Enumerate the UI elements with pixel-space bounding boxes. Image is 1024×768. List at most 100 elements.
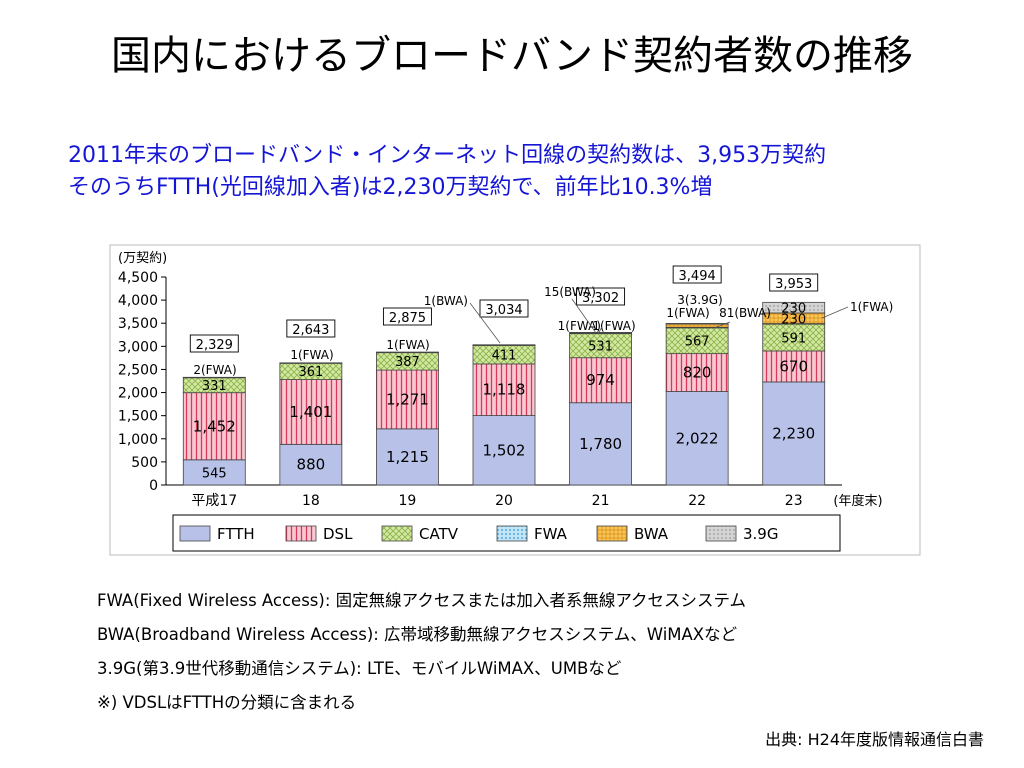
total-box <box>576 287 626 306</box>
y-tick-label: 3,500 <box>118 316 158 332</box>
y-tick-label: 2,500 <box>118 362 158 378</box>
x-tick-label: 18 <box>302 493 320 509</box>
annotation-label: 81(BWA) <box>719 306 771 320</box>
annotation-label: 1(FWA) <box>592 319 635 333</box>
x-tick-label: 21 <box>592 493 610 509</box>
subtitle: 2011年末のブロードバンド・インターネット回線の契約数は、3,953万契約 そ… <box>68 140 968 204</box>
note-vdsl: ※) VDSLはFTTHの分類に含まれる <box>97 693 357 712</box>
bar-segment-fwa <box>472 344 536 346</box>
bar-segment-bwa <box>569 332 632 334</box>
segment-value-label: 2,230 <box>772 424 815 442</box>
total-box <box>672 265 722 284</box>
note-39g: 3.9G(第3.9世代移動通信システム): LTE、モバイルWiMAX、UMBな… <box>97 659 622 678</box>
total-value: 3,034 <box>485 303 522 318</box>
bar-segment-dsl <box>569 357 632 404</box>
total-box <box>479 299 529 318</box>
bar-segment-39g <box>762 301 826 314</box>
segment-value-label: 880 <box>297 456 326 474</box>
total-box <box>769 273 819 292</box>
note-fwa: FWA(Fixed Wireless Access): 固定無線アクセスまたは加… <box>97 591 746 610</box>
legend-label: 3.9G <box>743 525 778 543</box>
x-tick-label: 22 <box>688 493 706 509</box>
bar-segment-bwa <box>665 323 729 328</box>
legend-swatch-fwa <box>496 525 528 542</box>
legend-swatch-39g <box>705 525 737 542</box>
subtitle-line-1: 2011年末のブロードバンド・インターネット回線の契約数は、3,953万契約 <box>68 143 827 168</box>
bar-segment-ftth <box>376 428 439 486</box>
bar-segment-bwa <box>472 344 536 346</box>
bar-segment-fwa <box>762 323 826 325</box>
segment-value-label: 1,502 <box>483 441 526 459</box>
bar-segment-39g <box>665 323 729 325</box>
segment-value-label: 1,452 <box>193 417 236 435</box>
annotation-label: 15(BWA) <box>544 285 596 299</box>
segment-value-label: 1,271 <box>386 390 429 408</box>
annotation-label: 1(FWA) <box>850 300 893 314</box>
bar-segment-catv <box>665 327 729 355</box>
legend-box <box>172 514 841 552</box>
bar-segment-dsl <box>762 350 826 383</box>
segment-value-label: 361 <box>298 365 323 380</box>
bar-segment-fwa <box>665 326 729 329</box>
segment-value-label: 2,022 <box>676 429 719 447</box>
legend-swatch-bwa <box>596 525 628 542</box>
legend-label: DSL <box>323 525 353 543</box>
legend-label: FTTH <box>217 525 255 543</box>
total-box <box>382 307 432 326</box>
annotation-leader <box>713 321 731 329</box>
segment-value-label: 387 <box>395 355 420 370</box>
footnotes: FWA(Fixed Wireless Access): 固定無線アクセスまたは加… <box>97 590 746 726</box>
segment-value-label: 591 <box>781 331 806 346</box>
bar-segment-fwa <box>182 376 246 379</box>
annotation-label: 1(FWA) <box>558 319 601 333</box>
segment-value-label: 567 <box>685 335 710 350</box>
legend-swatch-catv <box>381 525 413 542</box>
bar-segment-dsl <box>665 353 729 392</box>
subtitle-line-2: そのうちFTTH(光回線加入者)は2,230万契約で、前年比10.3%増 <box>68 175 713 200</box>
segment-value-label: 230 <box>781 302 806 317</box>
bar-segment-catv <box>376 351 439 371</box>
bar-segment-ftth <box>182 459 246 486</box>
segment-value-label: 1,780 <box>579 435 622 453</box>
bar-segment-catv <box>569 332 632 359</box>
slide-title: 国内におけるブロードバンド契約者数の推移 <box>111 33 913 79</box>
annotation-label: 2(FWA) <box>193 363 236 377</box>
segment-value-label: 1,118 <box>483 381 526 399</box>
bar-segment-ftth <box>569 402 632 486</box>
source-citation: 出典: H24年度版情報通信白書 <box>765 730 984 749</box>
y-tick-label: 4,500 <box>118 270 158 286</box>
y-tick-label: 500 <box>131 455 158 471</box>
annotation-label: 3(3.9G) <box>677 293 722 307</box>
annotation-label: 1(BWA) <box>424 294 468 308</box>
y-tick-label: 1,000 <box>118 432 158 448</box>
bar-segment-fwa <box>569 332 632 335</box>
segment-value-label: 1,215 <box>386 448 429 466</box>
bar-segment-ftth <box>279 443 343 486</box>
bar-segment-ftth <box>472 415 536 486</box>
bar-segment-dsl <box>472 363 536 416</box>
y-tick-label: 2,000 <box>118 386 158 402</box>
annotation-label: 1(FWA) <box>666 306 709 320</box>
bar-segment-catv <box>182 376 246 394</box>
total-value: 3,953 <box>775 277 812 292</box>
x-tick-label: 平成17 <box>191 493 237 509</box>
legend-label: BWA <box>634 525 669 543</box>
x-tick-label: 20 <box>495 493 513 509</box>
bar-segment-ftth <box>762 381 826 486</box>
total-value: 2,643 <box>292 323 329 338</box>
bar-segment-fwa <box>279 362 343 364</box>
segment-value-label: 230 <box>781 312 806 327</box>
segment-value-label: 545 <box>202 466 227 481</box>
segment-value-label: 670 <box>779 357 808 375</box>
annotation-label: 1(FWA) <box>290 348 333 362</box>
total-box <box>189 334 239 353</box>
bar-segment-dsl <box>376 369 439 430</box>
y-unit-label: (万契約) <box>118 251 167 266</box>
legend-label: FWA <box>534 525 568 543</box>
annotation-leader <box>597 326 603 335</box>
x-tick-label: 23 <box>785 493 803 509</box>
total-value: 3,302 <box>582 291 619 306</box>
bar-segment-dsl <box>182 392 246 461</box>
bar-segment-catv <box>472 344 536 365</box>
total-value: 2,875 <box>389 311 426 326</box>
